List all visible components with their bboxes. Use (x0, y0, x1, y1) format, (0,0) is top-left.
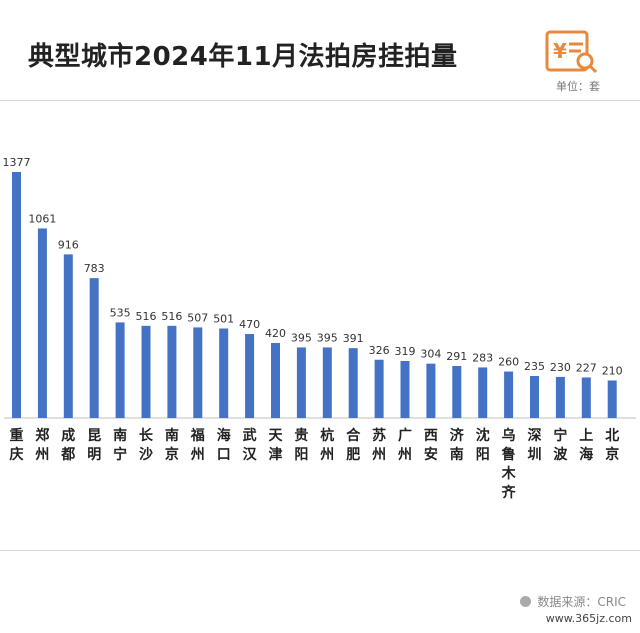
value-label-2: 916 (58, 238, 79, 251)
top-divider (0, 100, 640, 101)
value-label-9: 470 (239, 318, 260, 331)
category-label-0: 重庆 (10, 427, 24, 463)
value-label-16: 304 (420, 348, 441, 361)
category-label-10: 天津 (269, 428, 284, 463)
bar-17 (452, 366, 462, 418)
bar-13 (348, 348, 358, 418)
bar-18 (478, 367, 488, 418)
value-label-23: 210 (602, 364, 623, 377)
value-label-18: 283 (472, 351, 493, 364)
category-label-5: 长沙 (139, 427, 154, 463)
bar-21 (555, 376, 565, 418)
chart-title: 典型城市2024年11月法拍房挂拍量 (28, 42, 458, 72)
category-label-22: 上海 (579, 428, 593, 463)
category-label-16: 西安 (424, 428, 438, 463)
value-label-8: 501 (213, 313, 234, 326)
category-label-1: 郑州 (34, 427, 49, 463)
category-label-17: 济南 (450, 427, 465, 463)
category-label-4: 南宁 (113, 427, 127, 463)
category-label-13: 合肥 (346, 427, 361, 463)
value-label-1: 1061 (28, 212, 56, 225)
value-label-0: 1377 (3, 156, 31, 169)
value-label-10: 420 (265, 327, 286, 340)
unit-label: 单位：套 (556, 80, 600, 93)
category-label-8: 海口 (217, 427, 231, 463)
value-label-22: 227 (576, 361, 597, 374)
bar-1 (37, 228, 47, 418)
value-label-21: 230 (550, 361, 571, 374)
category-label-3: 昆明 (87, 428, 101, 463)
value-label-13: 391 (343, 332, 364, 345)
value-label-11: 395 (291, 331, 312, 344)
value-label-19: 260 (498, 356, 519, 369)
value-label-4: 535 (110, 306, 131, 319)
category-label-9: 武汉 (243, 427, 258, 463)
value-label-15: 319 (395, 345, 416, 358)
data-source: 数据来源：CRIC (520, 593, 626, 610)
site-watermark: www.365jz.com (545, 612, 632, 625)
bar-7 (193, 327, 203, 418)
category-label-6: 南京 (165, 427, 179, 463)
bar-10 (271, 342, 280, 418)
value-label-6: 516 (161, 310, 182, 323)
category-label-20: 深圳 (528, 427, 542, 463)
bar-22 (581, 377, 591, 418)
category-label-12: 杭州 (319, 427, 334, 463)
bar-2 (63, 254, 73, 418)
category-label-14: 苏州 (371, 427, 386, 463)
bar-0 (12, 172, 21, 418)
category-label-19: 乌鲁木齐 (501, 427, 517, 501)
bar-5 (141, 325, 151, 418)
value-label-17: 291 (446, 350, 467, 363)
category-label-2: 成都 (60, 427, 75, 463)
bar-14 (374, 359, 384, 418)
value-label-5: 516 (136, 310, 157, 323)
bar-4 (115, 322, 125, 418)
bottom-divider (0, 550, 640, 551)
bar-11 (296, 347, 306, 418)
value-label-12: 395 (317, 331, 338, 344)
bar-3 (89, 278, 99, 418)
bar-6 (167, 325, 177, 418)
bar-chart: 1377 重庆 1061 郑州 916 成都 783 昆明 535 南宁 516 长沙 516 南京 507… (3, 156, 636, 501)
value-label-3: 783 (84, 262, 105, 275)
svg-text:¥: ¥ (553, 39, 567, 63)
bar-20 (530, 376, 539, 418)
bar-15 (400, 361, 410, 418)
value-label-20: 235 (524, 360, 545, 373)
value-label-7: 507 (187, 311, 208, 324)
category-label-23: 北京 (605, 428, 619, 463)
bar-9 (245, 334, 255, 418)
bar-8 (219, 328, 229, 418)
bar-19 (504, 371, 514, 418)
category-label-11: 贵阳 (294, 427, 308, 463)
source-label: 数据来源：CRIC (537, 595, 626, 609)
bar-16 (426, 363, 436, 418)
category-label-7: 福州 (190, 427, 205, 463)
category-label-18: 沈阳 (476, 427, 490, 463)
source-icon (520, 596, 532, 607)
category-label-15: 广州 (397, 427, 412, 463)
receipt-logo-icon: ¥ (545, 30, 598, 74)
value-label-14: 326 (369, 344, 390, 357)
bar-23 (607, 380, 617, 418)
bar-12 (322, 347, 332, 418)
category-label-21: 宁波 (553, 427, 568, 463)
